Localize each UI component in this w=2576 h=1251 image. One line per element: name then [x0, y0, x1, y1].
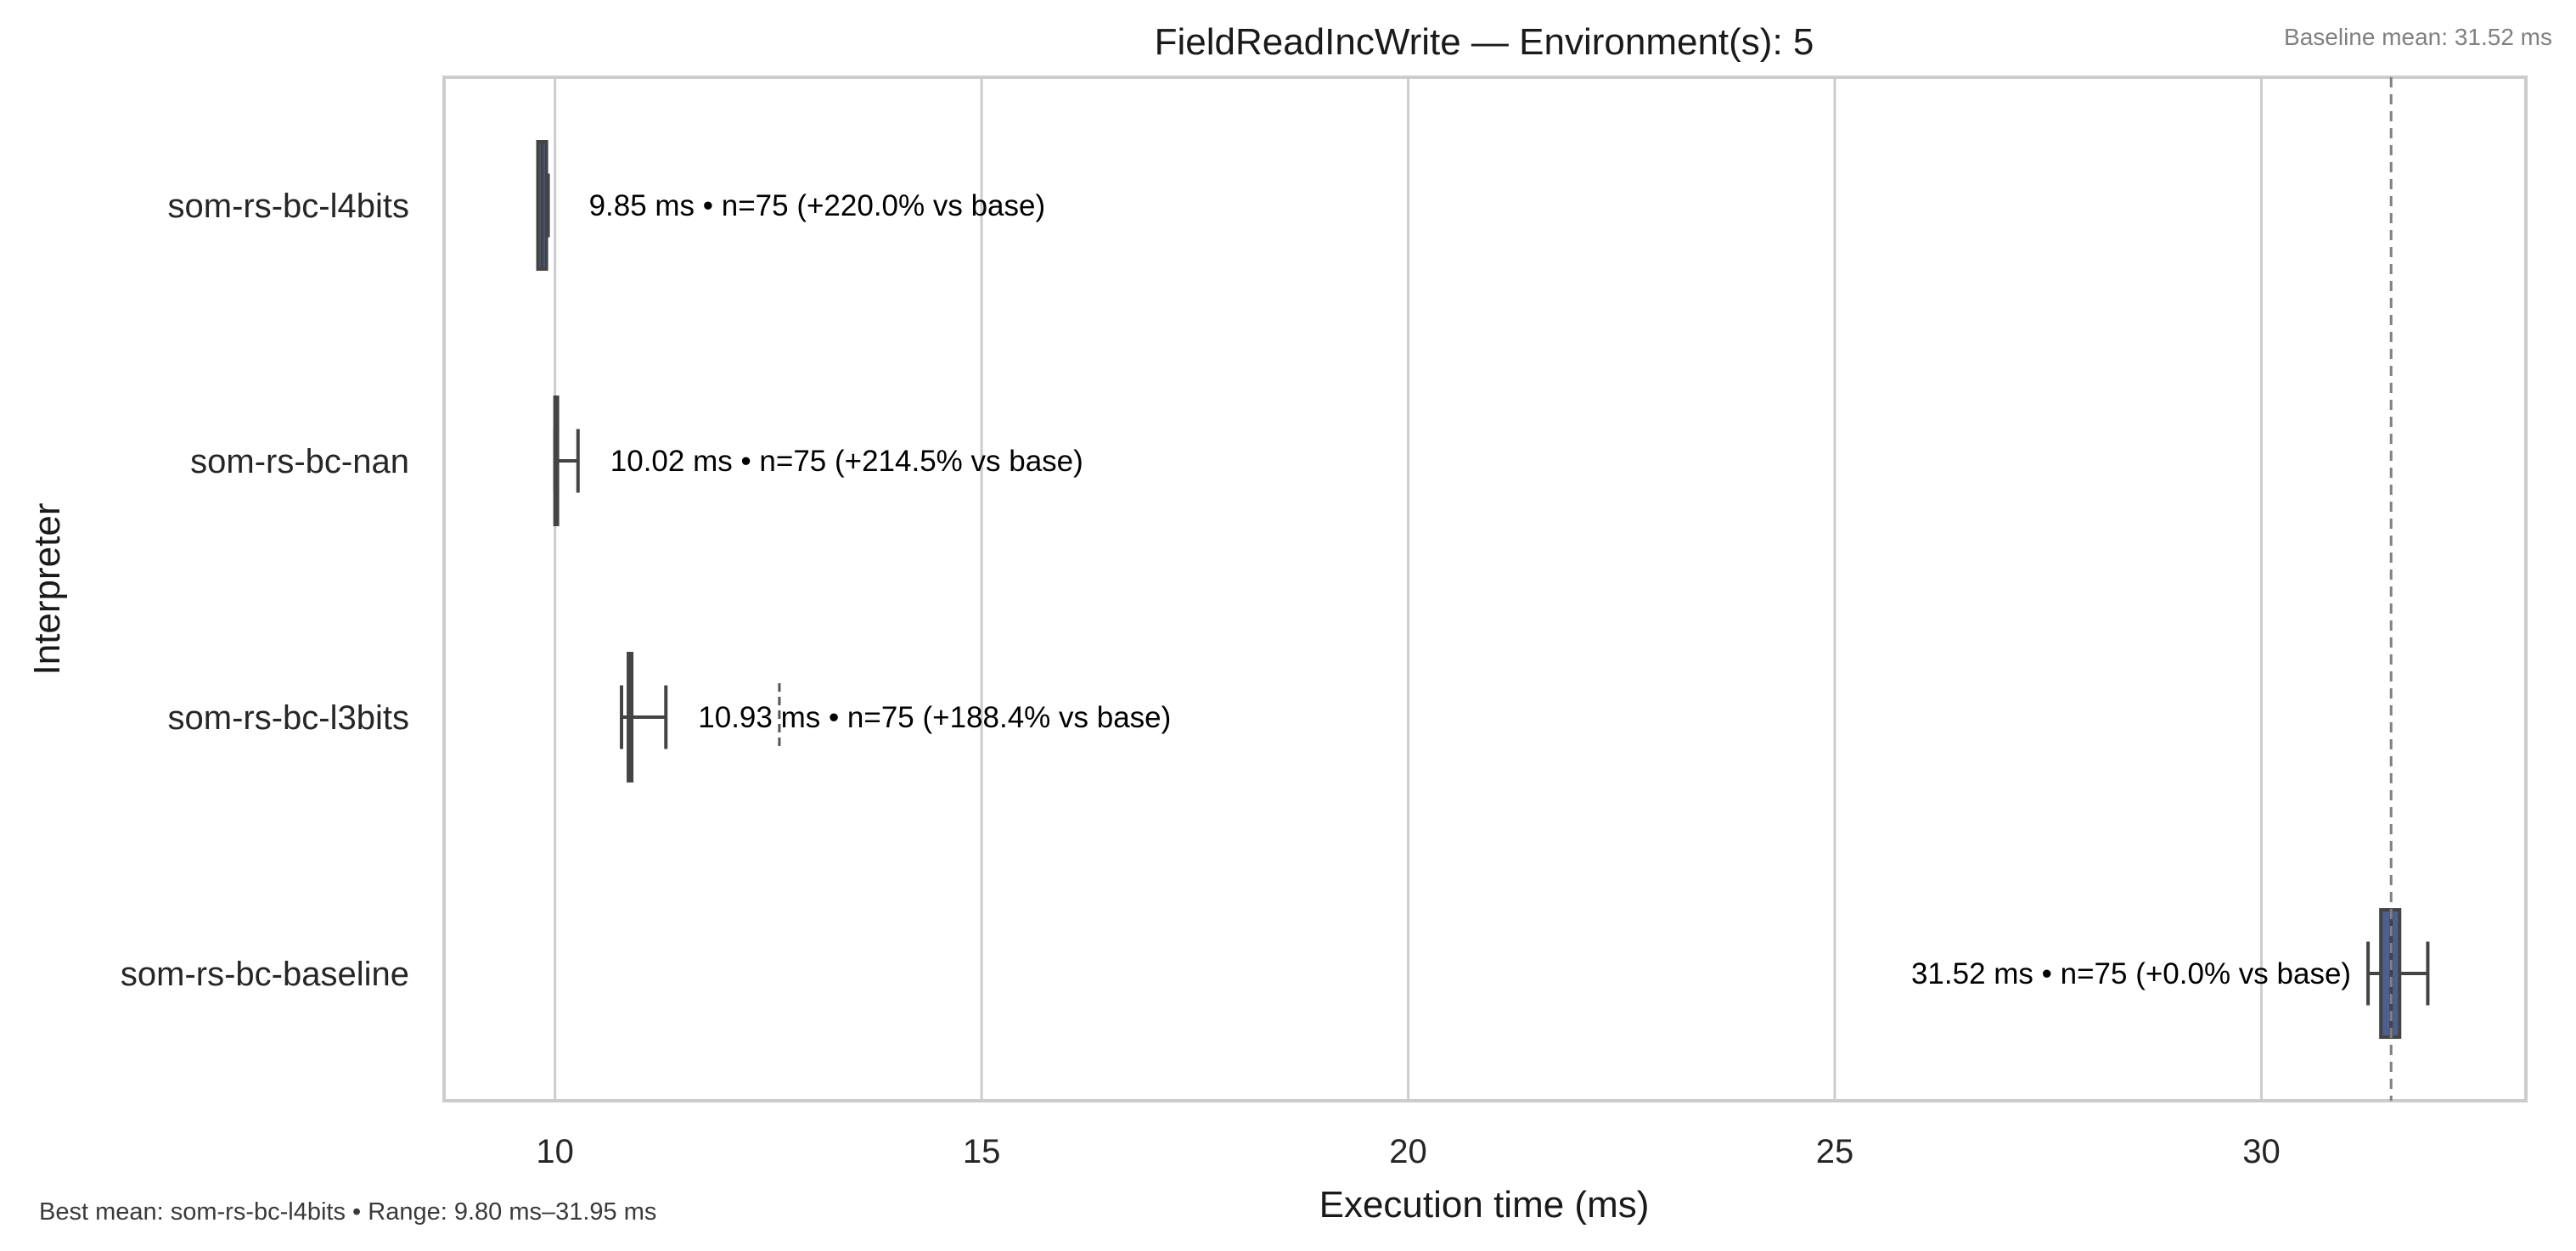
x-tick-label-30: 30	[2242, 1133, 2281, 1170]
box-som-rs-bc-l4bits	[536, 140, 550, 271]
x-tick-label-10: 10	[536, 1133, 574, 1170]
category-labels: som-rs-bc-l4bits som-rs-bc-nan som-rs-bc-l…	[121, 188, 409, 993]
x-axis-label: Execution time (ms)	[1319, 1184, 1650, 1226]
plot-frame	[442, 76, 2528, 1102]
data-label-som-rs-bc-nan: 10.02 ms • n=75 (+214.5% vs base)	[610, 445, 1083, 478]
box-som-rs-bc-nan	[553, 395, 580, 526]
y-axis-label: Interpreter	[26, 503, 68, 676]
category-label-som-rs-bc-l3bits: som-rs-bc-l3bits	[168, 699, 409, 737]
x-tick-label-25: 25	[1816, 1133, 1854, 1170]
category-label-som-rs-bc-baseline: som-rs-bc-baseline	[121, 956, 409, 993]
x-tick-label-20: 20	[1389, 1133, 1427, 1170]
data-label-som-rs-bc-l3bits: 10.93 ms • n=75 (+188.4% vs base)	[698, 701, 1171, 734]
box-series	[536, 140, 2430, 1039]
data-label-som-rs-bc-baseline: 31.52 ms • n=75 (+0.0% vs base)	[1911, 957, 2351, 990]
grid-lines	[554, 77, 2263, 1101]
box-som-rs-bc-baseline	[2366, 908, 2430, 1039]
data-label-som-rs-bc-l4bits: 9.85 ms • n=75 (+220.0% vs base)	[589, 189, 1046, 222]
footer-summary: Best mean: som-rs-bc-l4bits • Range: 9.8…	[39, 1198, 656, 1226]
chart-title: FieldReadIncWrite — Environment(s): 5	[1155, 21, 1814, 63]
x-tick-labels: 10 15 20 25 30	[536, 1133, 2280, 1170]
box-som-rs-bc-l3bits	[620, 652, 781, 783]
category-label-som-rs-bc-nan: som-rs-bc-nan	[190, 443, 409, 480]
x-tick-label-15: 15	[963, 1133, 1001, 1170]
data-labels: 9.85 ms • n=75 (+220.0% vs base) 10.02 ms…	[589, 189, 2352, 990]
category-label-som-rs-bc-l4bits: som-rs-bc-l4bits	[168, 188, 409, 225]
baseline-mean-text: Baseline mean: 31.52 ms	[2284, 24, 2552, 50]
